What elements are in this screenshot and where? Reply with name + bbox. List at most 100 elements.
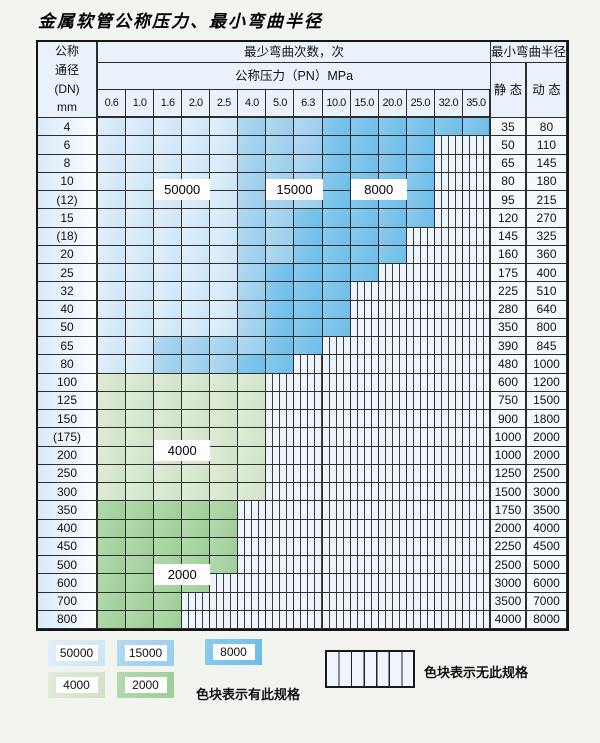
spec-cell: [266, 537, 295, 556]
spec-cell: [322, 410, 351, 429]
spec-cell: [350, 300, 379, 319]
dn-cell: 40: [38, 300, 98, 319]
spec-cell: [182, 592, 211, 611]
spec-cell: [350, 337, 379, 356]
spec-cell: [126, 410, 155, 429]
dn-cell: 10: [38, 172, 98, 191]
spec-cell: [378, 556, 407, 575]
spec-cell: [126, 556, 155, 575]
static-value-cell: 145: [490, 227, 527, 246]
static-value-cell: 1000: [490, 446, 527, 465]
dynamic-value-cell: 4500: [526, 537, 567, 556]
spec-cell: [238, 483, 267, 502]
dynamic-value-cell: 1500: [526, 391, 567, 410]
spec-cell: [350, 264, 379, 283]
spec-cell: [154, 483, 183, 502]
spec-cell: [238, 172, 267, 191]
spec-cell: [238, 446, 267, 465]
spec-cell: [434, 191, 463, 210]
spec-cell: [182, 483, 211, 502]
spec-cell: [462, 464, 491, 483]
spec-cell: [238, 355, 267, 374]
spec-cell: [294, 410, 323, 429]
dn-cell: 300: [38, 483, 98, 502]
spec-cell: [434, 501, 463, 520]
pressure-col-header: 5.0: [266, 90, 295, 118]
spec-cell: [238, 556, 267, 575]
spec-cell: [406, 610, 435, 629]
spec-cell: [350, 592, 379, 611]
spec-cell: [294, 264, 323, 283]
static-value-cell: 600: [490, 373, 527, 392]
spec-cell: [378, 519, 407, 538]
dn-cell: 450: [38, 537, 98, 556]
spec-cell: [266, 592, 295, 611]
spec-cell: [126, 264, 155, 283]
spec-cell: [182, 318, 211, 337]
spec-cell: [434, 300, 463, 319]
static-header: 静 态: [490, 63, 527, 118]
spec-cell: [238, 337, 267, 356]
spec-cell: [266, 501, 295, 520]
dynamic-value-cell: 215: [526, 191, 567, 210]
spec-cell: [266, 245, 295, 264]
zone-count-label: 8000: [350, 179, 407, 201]
spec-cell: [210, 610, 239, 629]
spec-cell: [378, 245, 407, 264]
spec-cell: [182, 464, 211, 483]
dn-cell: (18): [38, 227, 98, 246]
spec-cell: [266, 373, 295, 392]
spec-cell: [378, 209, 407, 228]
pressure-col-header: 1.6: [154, 90, 183, 118]
spec-cell: [406, 191, 435, 210]
dynamic-header: 动 态: [526, 63, 567, 118]
spec-cell: [210, 172, 239, 191]
spec-cell: [210, 574, 239, 593]
spec-cell: [294, 245, 323, 264]
dynamic-value-cell: 3500: [526, 501, 567, 520]
spec-cell: [126, 428, 155, 447]
spec-cell: [294, 446, 323, 465]
spec-cell: [98, 592, 127, 611]
spec-cell: [434, 556, 463, 575]
spec-cell: [294, 592, 323, 611]
spec-cell: [154, 592, 183, 611]
spec-cell: [294, 464, 323, 483]
spec-cell: [126, 136, 155, 155]
spec-cell: [98, 136, 127, 155]
spec-table-grid: 公称 通径 (DN) mm 最少弯曲次数，次 最小弯曲半径 公称压力（PN）MPa 静 态动 …: [38, 42, 567, 629]
static-value-cell: 350: [490, 318, 527, 337]
spec-cell: [238, 574, 267, 593]
spec-cell: [434, 428, 463, 447]
dn-cell: 20: [38, 245, 98, 264]
spec-cell: [154, 318, 183, 337]
static-value-cell: 1500: [490, 483, 527, 502]
spec-cell: [322, 209, 351, 228]
spec-cell: [322, 464, 351, 483]
spec-cell: [210, 227, 239, 246]
static-value-cell: 120: [490, 209, 527, 228]
spec-cell: [238, 300, 267, 319]
spec-cell: [294, 282, 323, 301]
spec-cell: [126, 227, 155, 246]
static-value-cell: 280: [490, 300, 527, 319]
spec-cell: [462, 391, 491, 410]
spec-cell: [238, 318, 267, 337]
spec-cell: [322, 373, 351, 392]
static-value-cell: 750: [490, 391, 527, 410]
spec-cell: [434, 154, 463, 173]
spec-cell: [210, 264, 239, 283]
spec-cell: [322, 172, 351, 191]
spec-cell: [378, 483, 407, 502]
spec-cell: [350, 501, 379, 520]
spec-cell: [294, 428, 323, 447]
dynamic-value-cell: 510: [526, 282, 567, 301]
spec-cell: [98, 118, 127, 137]
dynamic-value-cell: 7000: [526, 592, 567, 611]
dynamic-value-cell: 3000: [526, 483, 567, 502]
spec-cell: [322, 428, 351, 447]
spec-cell: [322, 264, 351, 283]
dn-cell: 100: [38, 373, 98, 392]
spec-cell: [434, 172, 463, 191]
static-value-cell: 1000: [490, 428, 527, 447]
